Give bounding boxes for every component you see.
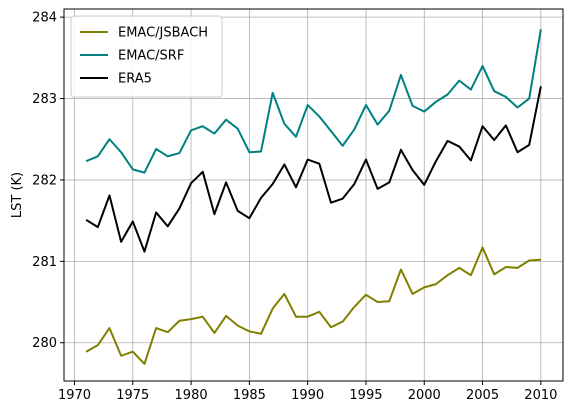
x-tick-label: 1975 — [116, 388, 149, 403]
legend-label: ERA5 — [118, 72, 152, 87]
x-tick-label: 1970 — [58, 388, 91, 403]
y-tick-label: 283 — [32, 92, 57, 107]
y-tick-label: 282 — [32, 173, 57, 188]
x-tick-label: 2005 — [466, 388, 499, 403]
plot-frame — [63, 8, 564, 382]
y-axis: 280 281 282 283 284 — [32, 11, 64, 351]
legend: EMAC/JSBACH EMAC/SRF ERA5 — [70, 15, 223, 98]
series-line-emac-jsbach — [85, 246, 541, 365]
series-line-era5 — [85, 86, 542, 253]
y-axis-label: LST (K) — [10, 172, 25, 218]
x-axis: 1970 1975 1980 1985 1990 1995 2000 2005 2010 — [58, 381, 557, 403]
x-tick-label: 1980 — [175, 388, 208, 403]
y-tick-label: 281 — [32, 255, 57, 270]
series-line-emac-srf — [85, 29, 542, 174]
x-tick-label: 1990 — [291, 388, 324, 403]
legend-label: EMAC/SRF — [118, 49, 184, 64]
y-tick-label: 280 — [32, 336, 57, 351]
x-tick-label: 2010 — [524, 388, 557, 403]
x-tick-label: 1985 — [233, 388, 266, 403]
legend-label: EMAC/JSBACH — [118, 26, 208, 41]
series-lines — [85, 29, 542, 365]
legend-box — [70, 15, 223, 98]
y-tick-label: 284 — [32, 11, 57, 26]
x-tick-label: 1995 — [349, 388, 382, 403]
x-tick-label: 2000 — [408, 388, 441, 403]
